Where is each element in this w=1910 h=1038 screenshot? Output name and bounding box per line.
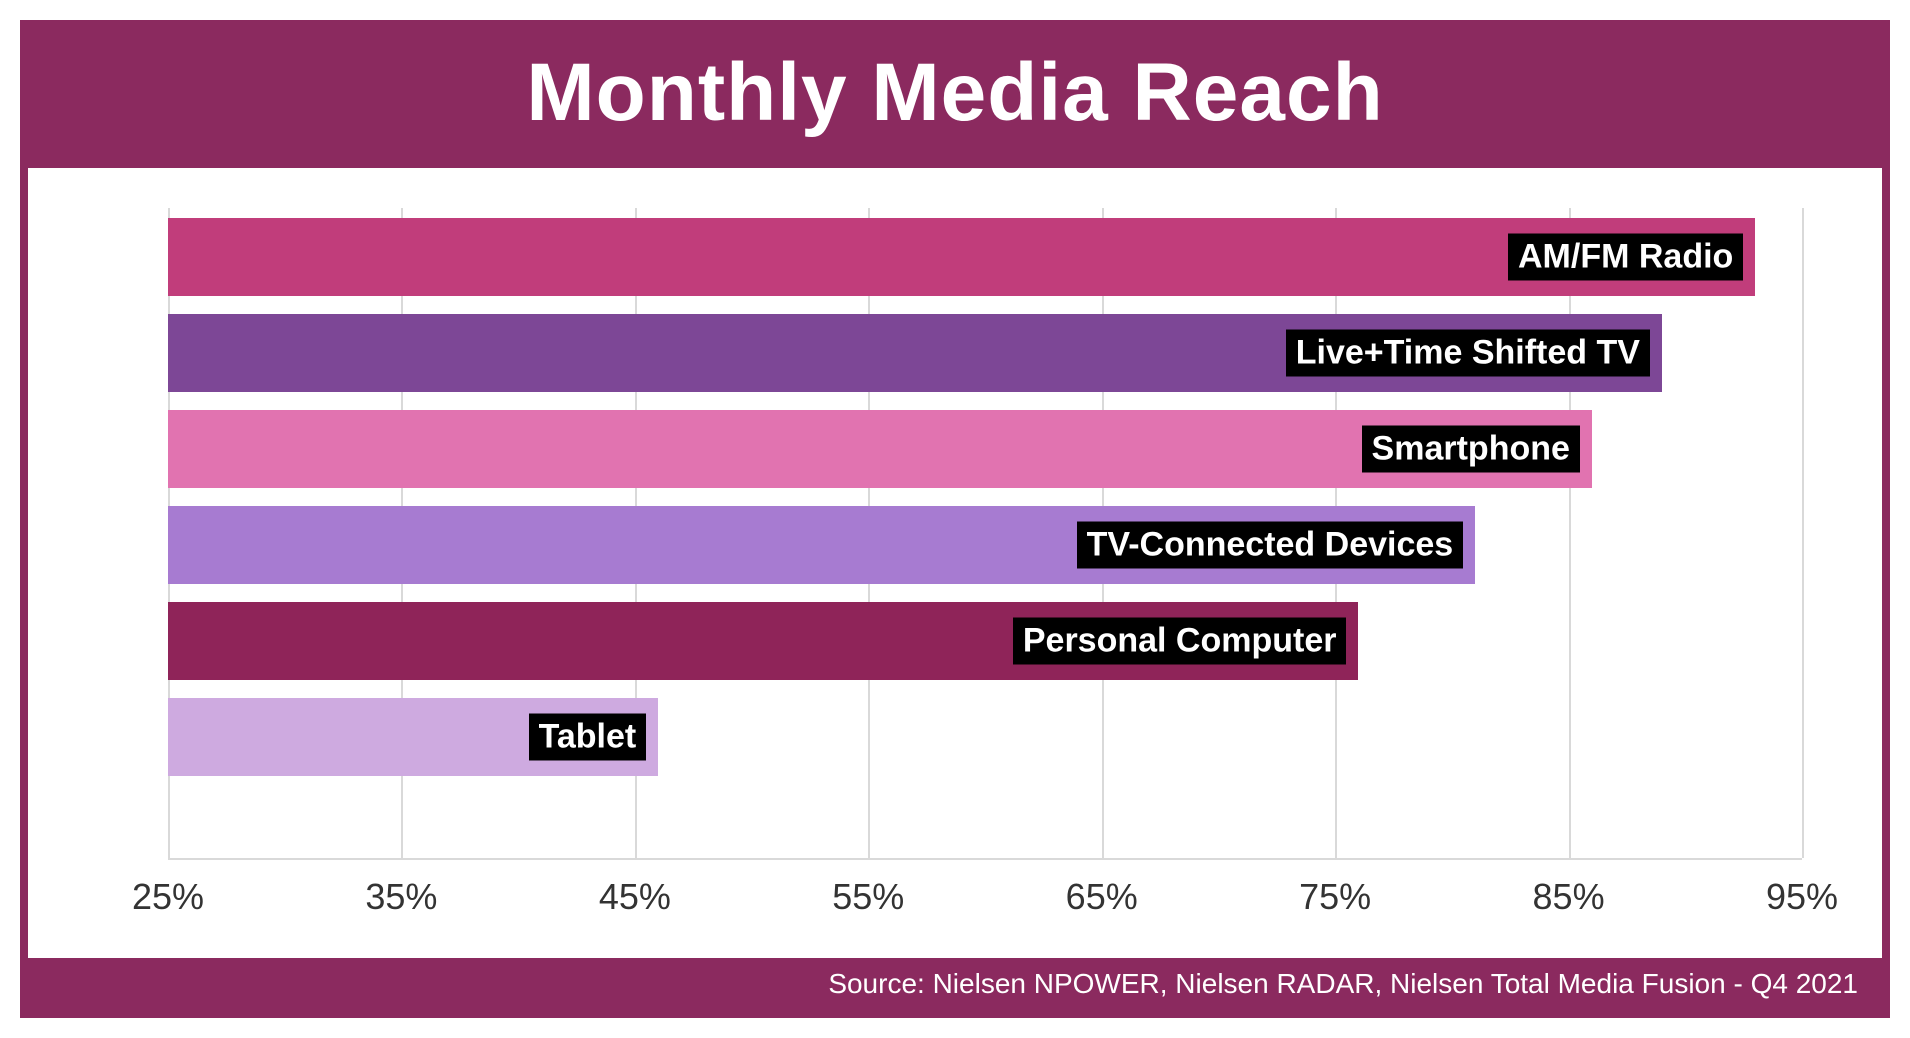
bar-row: Live+Time Shifted TV bbox=[168, 314, 1802, 392]
x-tick-label: 85% bbox=[1533, 876, 1605, 918]
x-tick-label: 25% bbox=[132, 876, 204, 918]
bar-label: Live+Time Shifted TV bbox=[1286, 330, 1650, 377]
gridline bbox=[1802, 208, 1804, 858]
bar: Live+Time Shifted TV bbox=[168, 314, 1662, 392]
x-tick-label: 35% bbox=[365, 876, 437, 918]
x-tick-label: 45% bbox=[599, 876, 671, 918]
bar-row: Personal Computer bbox=[168, 602, 1802, 680]
bar: Smartphone bbox=[168, 410, 1592, 488]
title-bar: Monthly Media Reach bbox=[28, 28, 1882, 168]
source-footer: Source: Nielsen NPOWER, Nielsen RADAR, N… bbox=[28, 958, 1882, 1010]
x-tick-label: 95% bbox=[1766, 876, 1838, 918]
bar: AM/FM Radio bbox=[168, 218, 1755, 296]
x-tick-label: 65% bbox=[1066, 876, 1138, 918]
chart-title: Monthly Media Reach bbox=[28, 46, 1882, 140]
chart-area: AM/FM Radio Live+Time Shifted TV Smartphon… bbox=[28, 168, 1882, 958]
x-tick-label: 55% bbox=[832, 876, 904, 918]
bar-label: TV-Connected Devices bbox=[1077, 522, 1464, 569]
bars-container: AM/FM Radio Live+Time Shifted TV Smartphon… bbox=[168, 208, 1802, 858]
bar-row: Tablet bbox=[168, 698, 1802, 776]
x-axis: 25%35%45%55%65%75%85%95% bbox=[108, 858, 1802, 938]
bar: Tablet bbox=[168, 698, 658, 776]
bar: Personal Computer bbox=[168, 602, 1358, 680]
bar-row: AM/FM Radio bbox=[168, 218, 1802, 296]
bar-row: Smartphone bbox=[168, 410, 1802, 488]
bar-label: Personal Computer bbox=[1013, 618, 1347, 665]
bar-label: Tablet bbox=[529, 714, 647, 761]
bar: TV-Connected Devices bbox=[168, 506, 1475, 584]
plot: AM/FM Radio Live+Time Shifted TV Smartphon… bbox=[108, 208, 1802, 938]
bar-label: Smartphone bbox=[1362, 426, 1580, 473]
x-tick-label: 75% bbox=[1299, 876, 1371, 918]
bar-row: TV-Connected Devices bbox=[168, 506, 1802, 584]
bar-label: AM/FM Radio bbox=[1508, 234, 1743, 281]
x-axis-ticks: 25%35%45%55%65%75%85%95% bbox=[168, 858, 1802, 938]
chart-frame: Monthly Media Reach AM/FM Radio Live+Time… bbox=[20, 20, 1890, 1018]
